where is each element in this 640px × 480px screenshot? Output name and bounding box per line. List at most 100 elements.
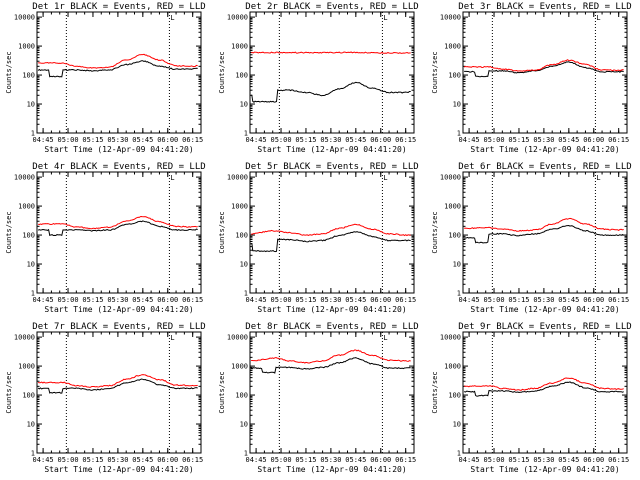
x-axis-label: Start Time (12-Apr-09 04:41:20): [470, 145, 619, 154]
x-tick-label: 05:45: [132, 296, 153, 304]
x-tick-label: 05:15: [82, 456, 103, 464]
series-line-lld: [463, 377, 624, 391]
x-tick-label: 05:45: [558, 296, 579, 304]
y-tick-label: 10000: [227, 334, 248, 342]
x-tick-label: 05:45: [345, 456, 366, 464]
x-tick-label: 05:30: [533, 136, 554, 144]
x-tick-label: 06:15: [182, 136, 203, 144]
x-tick-label: 05:45: [345, 136, 366, 144]
series-line-lld: [251, 51, 411, 54]
y-tick-label: 10: [27, 261, 35, 269]
x-tick-label: 04:45: [459, 296, 480, 304]
x-axis-label: Start Time (12-Apr-09 04:41:20): [44, 305, 193, 314]
y-axis-label: Counts/sec: [431, 371, 439, 413]
panel-title: Det 7r BLACK = Events, RED = LLD: [32, 322, 205, 332]
corner-mark: L: [170, 334, 174, 342]
y-tick-label: 1000: [18, 43, 35, 51]
plot-frame: [36, 171, 202, 294]
panel: Det 4r BLACK = Events, RED = LLD 1 10 100 10…: [5, 162, 206, 314]
y-axis-label: Counts/sec: [218, 371, 226, 413]
y-tick-label: 1: [31, 450, 35, 458]
y-tick-label: 10000: [227, 174, 248, 182]
x-tick-label: 06:00: [583, 136, 604, 144]
y-tick-label: 1: [31, 130, 35, 138]
series-line-lld: [463, 59, 624, 72]
x-axis-label: Start Time (12-Apr-09 04:41:20): [470, 305, 619, 314]
y-axis-label: Counts/sec: [5, 211, 13, 253]
x-tick-label: 06:15: [182, 456, 203, 464]
series-line-events: [463, 381, 624, 397]
x-tick-label: 05:15: [508, 136, 529, 144]
y-tick-label: 100: [235, 72, 248, 80]
x-axis-label: Start Time (12-Apr-09 04:41:20): [257, 145, 406, 154]
y-tick-label: 10000: [14, 334, 35, 342]
y-axis-label: Counts/sec: [218, 51, 226, 93]
x-tick-label: 05:30: [320, 136, 341, 144]
x-tick-label: 05:00: [57, 456, 78, 464]
panel-title: Det 2r BLACK = Events, RED = LLD: [245, 2, 418, 12]
plot-frame: [462, 171, 628, 294]
corner-mark: L: [596, 334, 600, 342]
series-line-events: [37, 60, 198, 78]
x-tick-label: 04:45: [246, 136, 267, 144]
series-line-events: [37, 378, 198, 394]
x-tick-label: 04:45: [33, 456, 54, 464]
series-line-events: [250, 357, 411, 374]
y-tick-label: 10: [240, 261, 248, 269]
y-tick-label: 10: [453, 261, 461, 269]
y-tick-label: 10: [27, 421, 35, 429]
x-axis-label: Start Time (12-Apr-09 04:41:20): [44, 145, 193, 154]
x-tick-label: 05:30: [107, 296, 128, 304]
x-tick-label: 05:00: [483, 456, 504, 464]
y-axis-label: Counts/sec: [431, 211, 439, 253]
x-tick-label: 04:45: [459, 456, 480, 464]
series-line-lld: [37, 374, 198, 388]
plot-frame: [462, 11, 628, 134]
x-tick-label: 05:00: [57, 136, 78, 144]
panel: Det 6r BLACK = Events, RED = LLD 1 10 100 10…: [431, 162, 632, 314]
y-tick-label: 1: [244, 290, 248, 298]
plot-frame: [249, 331, 415, 454]
y-tick-label: 10000: [440, 174, 461, 182]
panel-title: Det 1r BLACK = Events, RED = LLD: [32, 2, 205, 12]
series-line-events: [250, 81, 411, 103]
x-axis-label: Start Time (12-Apr-09 04:41:20): [257, 465, 406, 474]
y-tick-label: 100: [448, 392, 461, 400]
y-tick-label: 1000: [444, 363, 461, 371]
plot-frame: [249, 171, 415, 294]
panel: Det 2r BLACK = Events, RED = LLD 1 10 100 10…: [218, 2, 419, 154]
plot-frame: [36, 11, 202, 134]
x-tick-label: 06:00: [583, 296, 604, 304]
x-tick-label: 06:15: [182, 296, 203, 304]
x-tick-label: 05:45: [132, 456, 153, 464]
series-line-events: [251, 231, 411, 253]
x-tick-label: 05:15: [508, 456, 529, 464]
y-axis-label: Counts/sec: [5, 371, 13, 413]
y-tick-label: 10: [27, 101, 35, 109]
x-tick-label: 05:30: [533, 296, 554, 304]
x-tick-label: 06:15: [608, 456, 629, 464]
series-line-lld: [38, 215, 198, 230]
y-tick-label: 1000: [231, 363, 248, 371]
x-tick-label: 05:45: [132, 136, 153, 144]
x-axis-label: Start Time (12-Apr-09 04:41:20): [44, 465, 193, 474]
plot-frame: [36, 331, 202, 454]
y-tick-label: 100: [235, 232, 248, 240]
series-line-lld: [38, 53, 198, 69]
x-tick-label: 04:45: [33, 296, 54, 304]
panel-title: Det 3r BLACK = Events, RED = LLD: [458, 2, 631, 12]
x-tick-label: 05:30: [320, 296, 341, 304]
x-tick-label: 04:45: [33, 136, 54, 144]
x-tick-label: 06:15: [395, 456, 416, 464]
y-tick-label: 10000: [14, 14, 35, 22]
y-tick-label: 100: [22, 72, 35, 80]
y-tick-label: 1000: [444, 203, 461, 211]
x-tick-label: 05:15: [82, 136, 103, 144]
x-tick-label: 05:30: [107, 456, 128, 464]
x-tick-label: 05:00: [270, 136, 291, 144]
x-tick-label: 05:45: [558, 456, 579, 464]
plot-frame: [462, 331, 628, 454]
x-tick-label: 05:15: [295, 296, 316, 304]
x-tick-label: 05:00: [270, 456, 291, 464]
x-tick-label: 05:15: [82, 296, 103, 304]
